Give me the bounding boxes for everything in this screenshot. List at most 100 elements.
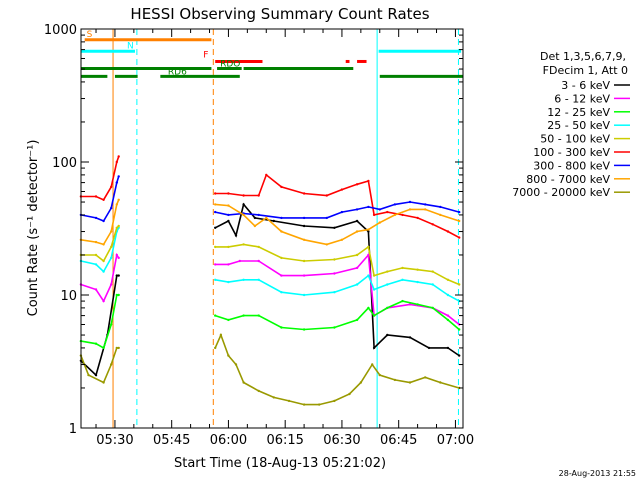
data-point [227,192,230,195]
data-point [257,245,260,249]
data-point [219,333,223,337]
y-axis-label: Count Rate (s⁻¹ detector⁻¹) [26,140,41,317]
data-point [115,346,119,350]
data-point [367,230,370,233]
data-point [416,280,419,284]
data-point [372,213,376,217]
data-point [117,346,120,350]
data-point [257,213,260,217]
data-point [94,240,98,244]
data-point [446,346,450,350]
data-point [242,213,245,217]
data-point [424,203,427,206]
data-point [401,213,404,217]
data-point [408,336,412,339]
data-point [115,203,119,206]
data-point [117,224,120,228]
data-point [227,318,230,322]
data-point [117,198,120,201]
data-point [280,230,283,233]
data-point [272,219,275,223]
data-point [115,181,119,184]
data-point [424,376,427,379]
data-point [214,263,217,266]
data-point [302,274,306,277]
plot-frame [80,28,464,429]
data-point [458,236,461,239]
data-point [110,283,113,286]
data-point [280,326,283,329]
data-point [355,283,359,286]
series-line [214,202,460,357]
flag-label-s: S [87,30,93,40]
data-point [110,245,113,249]
data-point [94,342,98,345]
x-tick-label: 05:30 [96,433,133,448]
data-point [333,326,336,329]
data-point [431,283,434,286]
legend-entry-label: 3 - 6 keV [561,79,610,92]
data-point [117,293,120,297]
data-point [333,399,336,403]
data-point [446,293,450,297]
data-point [117,155,120,158]
data-point [242,203,245,206]
data-point [333,226,336,229]
legend-entry-label: 6 - 12 keV [554,92,610,105]
data-point [371,363,374,366]
data-point [227,213,230,217]
data-point [355,183,359,186]
flag-label-rdo: RDO [220,59,240,69]
flag-label-n: N [127,41,134,51]
data-point [393,213,397,217]
data-point [367,179,370,183]
data-point [355,318,359,322]
legend-header-line-1: Det 1,3,5,6,7,9, [540,50,626,63]
data-point [110,206,113,210]
data-point [110,230,113,233]
legend-header-line-2: FDecim 1, Att 0 [543,64,628,77]
data-point [458,219,461,223]
data-point [242,194,245,197]
data-point [242,381,245,384]
data-point [408,303,412,306]
x-axis-label: Start Time (18-Aug-13 05:21:02) [174,456,386,471]
data-point [318,403,321,406]
footer-date: 28-Aug-2013 21:55 [559,469,636,478]
data-point [333,272,336,275]
data-point [257,259,260,263]
data-point [458,354,461,357]
y-tick-label: 10 [60,289,77,304]
data-point [439,213,442,217]
series-12-25kev [79,293,461,350]
data-point [265,173,268,177]
data-point [214,314,217,317]
data-point [355,219,359,223]
data-point [280,291,283,294]
series-100-300kev [79,155,461,239]
data-point [378,221,381,224]
flag-label-rd6: RD6 [168,67,187,77]
data-point [367,228,370,231]
data-point [355,253,359,257]
data-point [359,381,363,384]
data-point [257,314,260,317]
data-point [117,175,120,178]
data-point [94,195,98,198]
data-point [238,259,241,263]
data-point [302,238,306,241]
series-line [215,243,460,286]
data-point [287,399,291,403]
data-point [372,274,376,277]
data-point [372,346,376,350]
series-800-7000kev [79,198,461,246]
data-point [302,259,306,263]
data-point [446,318,450,322]
data-point [280,185,283,189]
data-point [333,291,336,294]
chart-title: HESSI Observing Summary Count Rates [130,5,429,23]
data-point [325,194,328,197]
data-point [94,216,98,220]
